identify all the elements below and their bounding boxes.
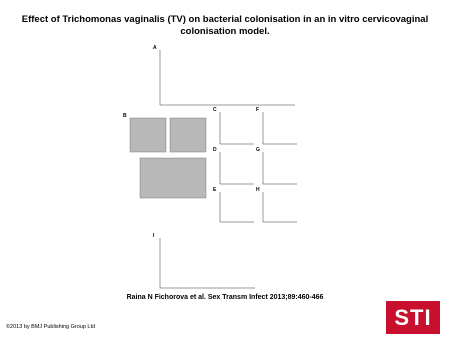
panel-label: F [256, 107, 259, 113]
panel-axes [219, 112, 254, 145]
panel-axes [219, 192, 254, 223]
panel-label: I [153, 233, 155, 239]
panel-label: C [213, 107, 217, 113]
panel-label: H [256, 187, 260, 193]
copyright: ©2013 by BMJ Publishing Group Ltd [6, 324, 96, 330]
panel-axes [159, 50, 295, 106]
panel-label: A [153, 45, 157, 51]
panel-label: D [213, 147, 217, 153]
panel-axes [219, 152, 254, 185]
panel-axes [262, 152, 297, 185]
title: Effect of Trichomonas vaginalis (TV) on … [21, 14, 429, 37]
panel-axes [262, 112, 297, 145]
micrograph [169, 117, 207, 153]
panel-axes [159, 238, 255, 289]
panel-label: B [123, 113, 127, 119]
panel-axes [262, 192, 297, 223]
panel-label: G [256, 147, 260, 153]
journal-logo: STI [386, 301, 440, 334]
panel-label: E [213, 187, 217, 193]
micrograph [139, 157, 207, 199]
micrograph [129, 117, 167, 153]
caption: Raina N Fichorova et al. Sex Transm Infe… [126, 294, 324, 301]
